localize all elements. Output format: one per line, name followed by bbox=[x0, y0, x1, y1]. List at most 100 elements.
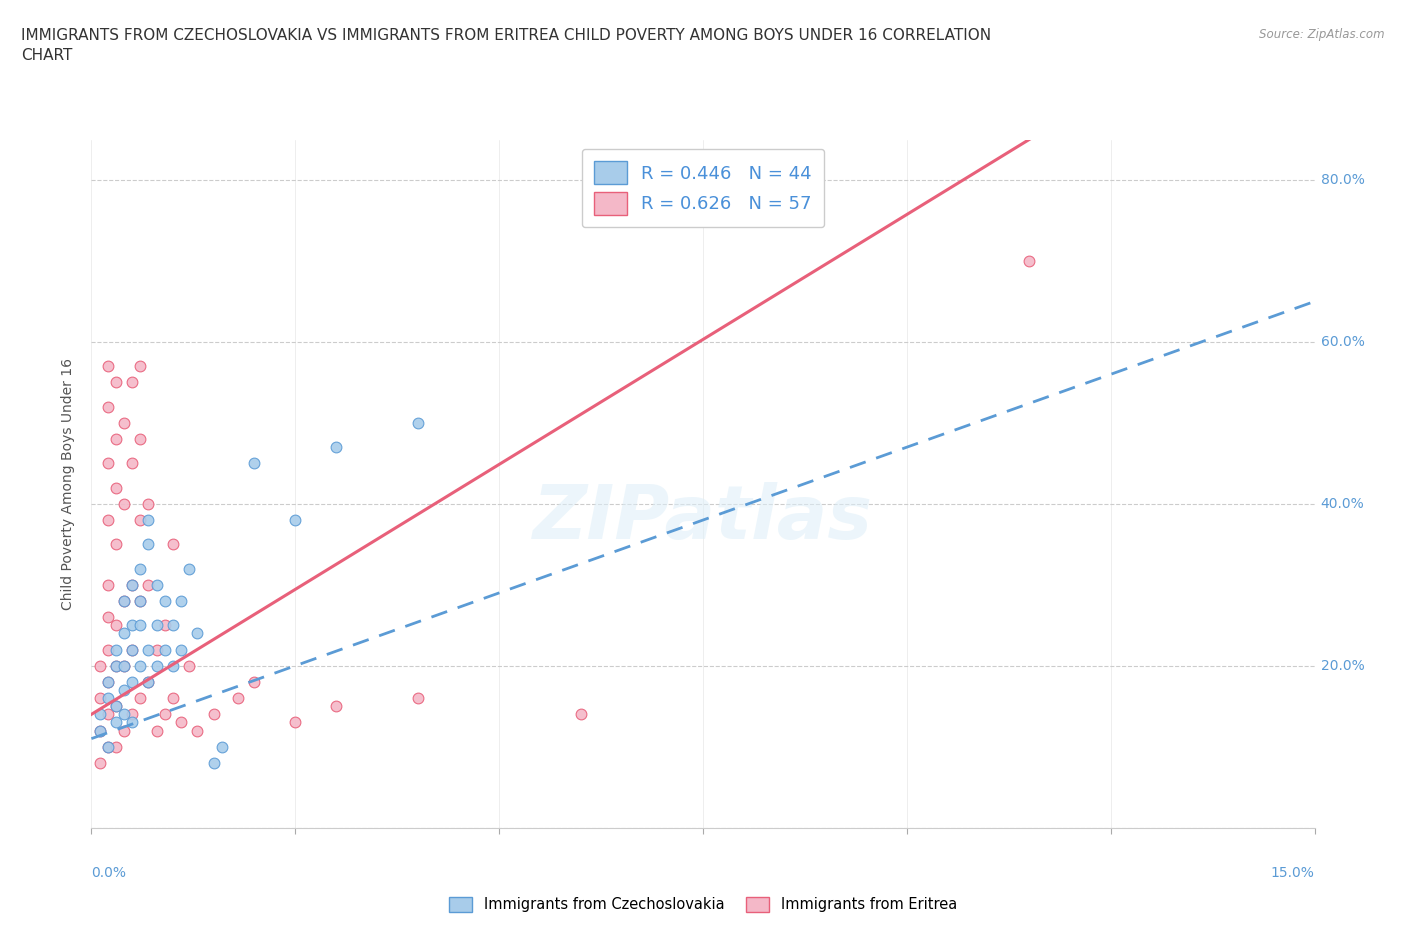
Point bbox=[569, 707, 592, 722]
Point bbox=[162, 658, 184, 673]
Point bbox=[104, 642, 127, 657]
Point bbox=[153, 707, 176, 722]
Point bbox=[104, 375, 127, 390]
Point bbox=[112, 724, 135, 738]
Point bbox=[170, 593, 193, 608]
Point bbox=[129, 561, 152, 576]
Point bbox=[121, 642, 143, 657]
Point bbox=[284, 512, 307, 527]
Point bbox=[89, 724, 111, 738]
Point bbox=[112, 593, 135, 608]
Point bbox=[97, 642, 120, 657]
Point bbox=[112, 683, 135, 698]
Point bbox=[97, 610, 120, 625]
Text: ZIPatlas: ZIPatlas bbox=[533, 482, 873, 554]
Point bbox=[89, 707, 111, 722]
Point bbox=[179, 658, 201, 673]
Point bbox=[121, 578, 143, 592]
Point bbox=[129, 593, 152, 608]
Point bbox=[138, 537, 160, 551]
Point bbox=[112, 658, 135, 673]
Point bbox=[97, 739, 120, 754]
Text: 80.0%: 80.0% bbox=[1320, 173, 1365, 187]
Text: 0.0%: 0.0% bbox=[91, 866, 127, 880]
Point bbox=[104, 480, 127, 495]
Point bbox=[97, 707, 120, 722]
Point bbox=[97, 399, 120, 414]
Point bbox=[112, 497, 135, 512]
Point bbox=[121, 578, 143, 592]
Point bbox=[145, 658, 167, 673]
Point bbox=[104, 537, 127, 551]
Point bbox=[89, 755, 111, 770]
Text: IMMIGRANTS FROM CZECHOSLOVAKIA VS IMMIGRANTS FROM ERITREA CHILD POVERTY AMONG BO: IMMIGRANTS FROM CZECHOSLOVAKIA VS IMMIGR… bbox=[21, 28, 991, 62]
Point bbox=[112, 658, 135, 673]
Point bbox=[153, 593, 176, 608]
Point bbox=[129, 512, 152, 527]
Text: 15.0%: 15.0% bbox=[1271, 866, 1315, 880]
Point bbox=[89, 658, 111, 673]
Point bbox=[104, 658, 127, 673]
Legend: Immigrants from Czechoslovakia, Immigrants from Eritrea: Immigrants from Czechoslovakia, Immigran… bbox=[443, 891, 963, 918]
Point bbox=[145, 642, 167, 657]
Point bbox=[138, 512, 160, 527]
Point bbox=[162, 537, 184, 551]
Point bbox=[138, 674, 160, 689]
Point bbox=[121, 674, 143, 689]
Point bbox=[104, 698, 127, 713]
Point bbox=[89, 724, 111, 738]
Point bbox=[145, 724, 167, 738]
Point bbox=[226, 691, 249, 706]
Point bbox=[104, 658, 127, 673]
Point bbox=[243, 674, 266, 689]
Point bbox=[97, 674, 120, 689]
Point bbox=[89, 691, 111, 706]
Text: 60.0%: 60.0% bbox=[1320, 335, 1365, 349]
Point bbox=[170, 715, 193, 730]
Point bbox=[186, 626, 208, 641]
Point bbox=[129, 618, 152, 632]
Point bbox=[97, 359, 120, 374]
Point bbox=[202, 755, 225, 770]
Point bbox=[129, 658, 152, 673]
Point bbox=[162, 691, 184, 706]
Point bbox=[179, 561, 201, 576]
Point bbox=[121, 707, 143, 722]
Point bbox=[153, 618, 176, 632]
Point bbox=[104, 618, 127, 632]
Point bbox=[97, 512, 120, 527]
Point bbox=[325, 698, 347, 713]
Point bbox=[97, 691, 120, 706]
Point bbox=[138, 497, 160, 512]
Point bbox=[325, 440, 347, 455]
Point bbox=[284, 715, 307, 730]
Point bbox=[138, 578, 160, 592]
Point bbox=[112, 707, 135, 722]
Point bbox=[138, 674, 160, 689]
Point bbox=[97, 456, 120, 471]
Point bbox=[406, 416, 429, 431]
Point bbox=[121, 375, 143, 390]
Text: 40.0%: 40.0% bbox=[1320, 497, 1364, 511]
Point bbox=[153, 642, 176, 657]
Point bbox=[104, 432, 127, 446]
Point bbox=[129, 432, 152, 446]
Point bbox=[104, 715, 127, 730]
Point bbox=[170, 642, 193, 657]
Point bbox=[121, 456, 143, 471]
Point bbox=[97, 578, 120, 592]
Y-axis label: Child Poverty Among Boys Under 16: Child Poverty Among Boys Under 16 bbox=[62, 358, 76, 609]
Point bbox=[112, 593, 135, 608]
Text: Source: ZipAtlas.com: Source: ZipAtlas.com bbox=[1260, 28, 1385, 41]
Point bbox=[145, 618, 167, 632]
Point bbox=[145, 578, 167, 592]
Point bbox=[104, 739, 127, 754]
Point bbox=[121, 642, 143, 657]
Legend: R = 0.446   N = 44, R = 0.626   N = 57: R = 0.446 N = 44, R = 0.626 N = 57 bbox=[582, 149, 824, 228]
Point bbox=[97, 739, 120, 754]
Text: 20.0%: 20.0% bbox=[1320, 658, 1364, 672]
Point bbox=[243, 456, 266, 471]
Point bbox=[97, 674, 120, 689]
Point bbox=[186, 724, 208, 738]
Point bbox=[121, 715, 143, 730]
